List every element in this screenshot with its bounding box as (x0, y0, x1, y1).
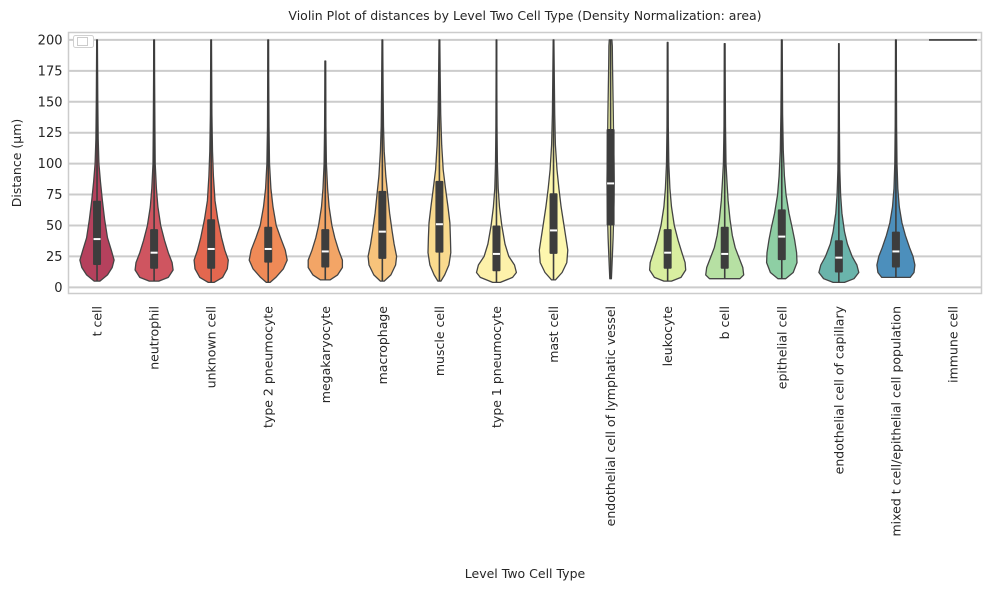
violin-10 (606, 39, 615, 280)
legend-handle (77, 37, 88, 46)
y-tick-200: 200 (38, 33, 63, 48)
y-tick-150: 150 (38, 95, 63, 110)
chart-title: Violin Plot of distances by Level Two Ce… (288, 8, 761, 23)
violin-3 (193, 39, 229, 284)
violin-iqr-box (663, 229, 672, 269)
y-tick-75: 75 (46, 188, 63, 203)
x-tick-5: megakaryocyte (318, 306, 333, 403)
violin-iqr-box (720, 226, 729, 269)
x-tick-13: epithelial cell (774, 306, 789, 389)
violin-iqr-box (492, 225, 501, 272)
plot-frame (67, 31, 983, 295)
violin-iqr-box (150, 229, 159, 269)
y-tick-labels: 0 25 50 75 100 125 150 175 200 (38, 33, 63, 295)
y-tick-125: 125 (38, 126, 63, 141)
violin-4 (248, 39, 288, 284)
violin-iqr-box (207, 219, 216, 269)
x-tick-10: endothelial cell of lymphatic vessel (603, 306, 618, 526)
y-axis-label: Distance (µm) (9, 119, 24, 208)
violin-9 (538, 39, 569, 281)
x-tick-14: endothelial cell of capillary (831, 305, 846, 474)
violin-iqr-box (834, 240, 843, 273)
legend-box (73, 35, 94, 48)
violin-11 (648, 41, 687, 282)
x-tick-6: macrophage (375, 306, 390, 385)
violin-5 (307, 60, 344, 281)
x-tick-labels: t cell neutrophil unknown cell type 2 pneum… (90, 305, 961, 536)
violin-iqr-box (549, 193, 558, 254)
x-tick-2: neutrophil (147, 306, 162, 370)
x-axis-label: Level Two Cell Type (465, 566, 586, 581)
violin-7 (427, 39, 452, 282)
x-tick-8: type 1 pneumocyte (489, 306, 504, 428)
violin-iqr-box (321, 229, 330, 268)
violins (79, 39, 977, 284)
x-tick-11: leukocyte (660, 306, 675, 367)
violin-13 (765, 39, 798, 280)
y-tick-100: 100 (38, 157, 63, 172)
violin-iqr-box (891, 231, 900, 268)
violin-12 (705, 42, 745, 280)
y-tick-25: 25 (46, 250, 63, 265)
violin-8 (475, 39, 518, 284)
violin-iqr-box (777, 209, 786, 261)
violin-iqr-box (264, 226, 273, 263)
y-tick-0: 0 (54, 281, 62, 296)
violin-iqr-box (435, 180, 444, 253)
y-tick-50: 50 (46, 219, 63, 234)
x-tick-4: type 2 pneumocyte (261, 306, 276, 428)
x-tick-1: t cell (90, 306, 105, 336)
x-tick-16: immune cell (946, 306, 961, 383)
violin-iqr-box (378, 190, 387, 259)
violin-14 (818, 42, 860, 284)
x-tick-3: unknown cell (204, 306, 219, 388)
violin-1 (79, 39, 115, 282)
x-tick-7: muscle cell (432, 306, 447, 376)
violin-6 (367, 39, 398, 282)
violin-15 (876, 39, 916, 279)
violin-iqr-box (606, 128, 615, 226)
y-gridlines (68, 38, 982, 289)
x-tick-9: mast cell (546, 306, 561, 363)
violin-2 (134, 39, 174, 282)
y-tick-175: 175 (38, 64, 63, 79)
x-tick-12: b cell (717, 306, 732, 339)
x-tick-15: mixed t cell/epithelial cell population (888, 306, 903, 537)
violin-iqr-box (93, 200, 102, 266)
